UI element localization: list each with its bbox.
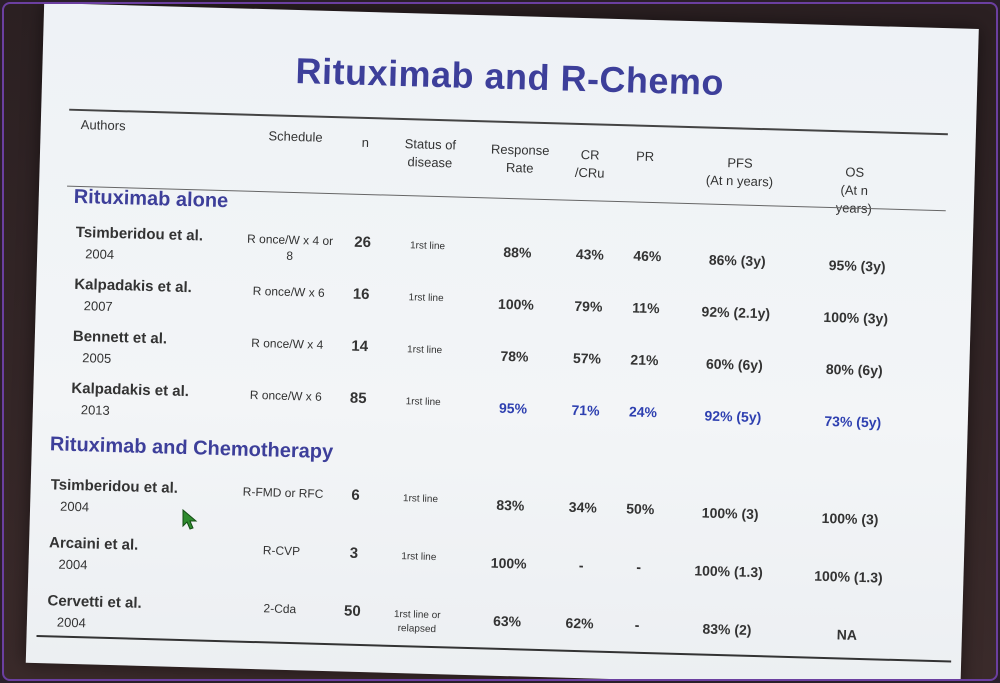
os-value: 95% (3y)	[828, 256, 886, 275]
os-value: 80% (6y)	[825, 360, 883, 379]
header-status: Status of disease	[404, 136, 457, 171]
schedule-value: 2-Cda	[263, 601, 297, 617]
response-rate: 63%	[492, 612, 522, 630]
response-rate: 83%	[496, 496, 525, 514]
publication-year: 2004	[84, 246, 115, 262]
pr-value: -	[634, 616, 640, 633]
publication-year: 2004	[56, 614, 87, 631]
rituximab-chemo-rows: Tsimberidou et al. 2004 6 83% 34% 50% 100% (3)…	[44, 4, 979, 643]
n-value: 16	[352, 285, 370, 304]
pr-value: 50%	[626, 500, 655, 518]
pr-value: 24%	[628, 403, 658, 421]
header-n: n	[361, 134, 370, 151]
slide-title: Rituximab and R-Chemo	[295, 50, 725, 103]
header-authors: Authors	[80, 117, 126, 134]
cr-value: 43%	[575, 245, 605, 263]
section-rituximab-alone: Rituximab alone	[73, 185, 229, 213]
rituximab-alone-rows: Tsimberidou et al. 2004 26 88% 43% 46% 86% (3y…	[44, 4, 979, 431]
os-value: 100% (3y)	[823, 308, 889, 327]
section-rituximab-chemo: Rituximab and Chemotherapy	[49, 433, 334, 464]
response-rate: 95%	[498, 399, 528, 417]
disease-status: 1rst line	[406, 344, 443, 357]
response-rate: 78%	[500, 347, 529, 365]
publication-year: 2004	[58, 556, 88, 573]
schedule-value: R-FMD or RFC	[242, 484, 324, 501]
schedule-value: R once/W x 6	[252, 283, 325, 300]
cr-value: 79%	[574, 297, 603, 315]
schedule-value: R once/W x 4 or 8	[246, 231, 334, 263]
author-name: Arcaini et al.	[48, 534, 139, 554]
response-rate: 100%	[490, 554, 527, 572]
os-value: 100% (3)	[821, 509, 879, 528]
pr-value: 46%	[633, 247, 662, 265]
disease-status: 1rst line	[402, 493, 439, 506]
n-value: 85	[349, 389, 367, 408]
header-schedule: Schedule	[268, 128, 323, 145]
n-value: 26	[354, 233, 372, 252]
schedule-value: R once/W x 4	[251, 335, 324, 352]
schedule-value: R-CVP	[262, 543, 301, 559]
pfs-value: 100% (1.3)	[694, 562, 764, 581]
cr-value: 62%	[565, 614, 594, 632]
disease-status: 1rst line	[405, 396, 441, 409]
publication-year: 2005	[82, 350, 112, 366]
os-value: 73% (5y)	[824, 412, 882, 431]
cr-value: 57%	[572, 349, 602, 367]
header-response-rate: Response Rate	[490, 141, 550, 176]
response-rate: 100%	[497, 295, 535, 313]
pr-value: -	[636, 558, 642, 575]
pr-value: 11%	[632, 299, 660, 317]
header-pr: PR	[635, 148, 655, 165]
pfs-value: 92% (2.1y)	[701, 303, 771, 322]
n-value: 3	[349, 544, 359, 562]
n-value: 50	[343, 602, 361, 621]
pr-value: 21%	[630, 351, 659, 369]
response-rate: 88%	[503, 243, 532, 261]
publication-year: 2013	[80, 402, 110, 418]
header-cr: CR /CRu	[574, 146, 605, 181]
os-value: 100% (1.3)	[814, 567, 883, 586]
header-os: OS (At n years)	[836, 164, 873, 216]
disease-status: 1rst line or relapsed	[393, 608, 441, 636]
author-name: Tsimberidou et al.	[75, 223, 204, 245]
author-name: Kalpadakis et al.	[71, 379, 190, 401]
pfs-value: 83% (2)	[702, 620, 752, 638]
author-name: Bennett et al.	[72, 327, 168, 348]
cr-value: -	[578, 557, 584, 574]
presentation-slide: Rituximab and R-Chemo Authors Schedule n…	[25, 4, 979, 679]
mouse-cursor-icon	[182, 509, 198, 530]
author-name: Tsimberidou et al.	[50, 476, 179, 497]
publication-year: 2004	[59, 498, 90, 515]
disease-status: 1rst line	[408, 292, 444, 305]
author-name: Cervetti et al.	[47, 592, 142, 612]
n-value: 6	[351, 486, 360, 504]
pfs-value: 100% (3)	[701, 504, 759, 523]
pfs-value: 86% (3y)	[708, 251, 766, 270]
os-value: NA	[836, 626, 858, 643]
header-pfs: PFS (At n years)	[705, 155, 774, 190]
author-name: Kalpadakis et al.	[74, 275, 193, 297]
disease-status: 1rst line	[409, 240, 446, 253]
n-value: 14	[351, 337, 369, 356]
disease-status: 1rst line	[401, 551, 437, 564]
schedule-value: R once/W x 6	[249, 387, 323, 404]
pfs-value: 60% (6y)	[705, 355, 763, 374]
pfs-value: 92% (5y)	[704, 407, 762, 426]
cr-value: 71%	[571, 401, 600, 419]
table-top-rule	[69, 108, 948, 136]
cr-value: 34%	[568, 498, 598, 516]
publication-year: 2007	[83, 298, 113, 314]
